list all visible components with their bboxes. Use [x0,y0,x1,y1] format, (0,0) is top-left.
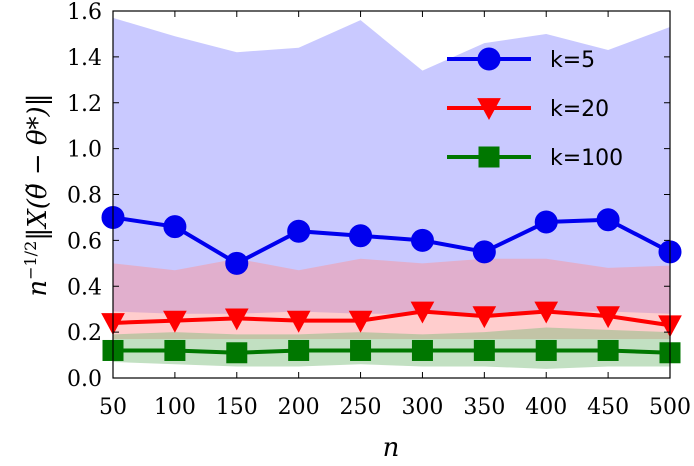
legend-label-k100: k=100 [550,146,623,171]
data-point-k100 [535,339,557,361]
data-point-k5 [534,210,558,234]
data-point-k20 [534,301,559,324]
legend: k=5 k=20 k=100 [447,47,623,171]
x-tick-label: 350 [463,395,505,420]
legend-label-k20: k=20 [550,97,609,122]
data-point-k20 [224,308,249,331]
legend-item-k5: k=5 [447,47,595,73]
data-point-k100 [350,339,372,361]
x-tick-label: 150 [216,395,258,420]
data-point-k5 [225,251,249,275]
data-point-k20 [596,306,620,329]
series-lines [112,215,671,355]
y-tick-label: 1.2 [67,92,102,117]
y-tick-label: 0.0 [67,367,102,392]
data-point-k100 [288,339,310,361]
data-point-k100 [473,339,495,361]
data-point-k5 [287,219,311,243]
data-point-k100 [597,339,619,361]
y-tick-label: 0.2 [67,321,102,346]
data-point-k5 [410,228,434,252]
y-axis-label-base: n [23,280,53,297]
confidence-bands [113,17,670,369]
data-point-k20 [472,306,497,329]
x-tick-label: 200 [278,395,320,420]
band-k5 [113,17,670,314]
band-k100 [113,327,670,369]
x-tick-label: 250 [340,395,382,420]
y-tick-label: 1.0 [67,138,102,163]
legend-label-k5: k=5 [550,48,595,73]
data-point-k20 [286,310,311,333]
data-point-k20 [348,310,373,333]
data-point-k5 [472,240,496,264]
series-markers [101,205,682,364]
svg-text:n−1/2‖X(θ̃ − θ*)‖: n−1/2‖X(θ̃ − θ*)‖ [21,93,53,296]
y-tick-label: 0.4 [67,275,102,300]
y-tick-label: 0.6 [67,229,102,254]
data-point-k20 [410,301,435,324]
y-axis-label-exponent: −1/2 [21,241,40,280]
legend-item-k20: k=20 [447,97,609,122]
x-tick-label: 450 [587,395,629,420]
y-tick-label: 1.4 [67,46,102,71]
data-point-k5 [163,215,187,239]
data-point-k100 [164,339,186,361]
data-point-k5 [349,224,373,248]
x-axis-label: n [383,433,400,463]
band-k20 [113,258,670,340]
y-axis-ticks: 0.0 0.2 0.4 0.6 0.8 1.0 1.2 1.4 1.6 [67,0,670,392]
x-tick-label: 400 [525,395,567,420]
legend-marker-k5 [477,47,501,71]
data-point-k5 [596,208,620,232]
y-axis-label-group: n−1/2‖X(θ̃ − θ*)‖ [21,93,53,296]
x-tick-label: 300 [401,395,443,420]
x-tick-label: 100 [154,395,196,420]
legend-marker-k20 [477,98,501,121]
legend-marker-k100 [478,146,500,168]
legend-item-k100: k=100 [447,146,623,171]
x-tick-label: 50 [99,395,127,420]
x-tick-label: 500 [649,395,691,420]
y-tick-label: 0.8 [67,184,102,209]
data-point-k20 [163,310,187,333]
x-axis-ticks: 50 100 150 200 250 300 350 400 450 500 [99,11,691,420]
data-point-k100 [411,339,433,361]
y-axis-label-norm: ‖X(θ̃ − θ*)‖ [23,93,53,240]
data-point-k100 [226,342,248,364]
series-line-k100 [113,348,671,355]
series-line-k5 [112,215,671,266]
y-tick-label: 1.6 [67,0,102,25]
series-line-k20 [112,309,671,328]
